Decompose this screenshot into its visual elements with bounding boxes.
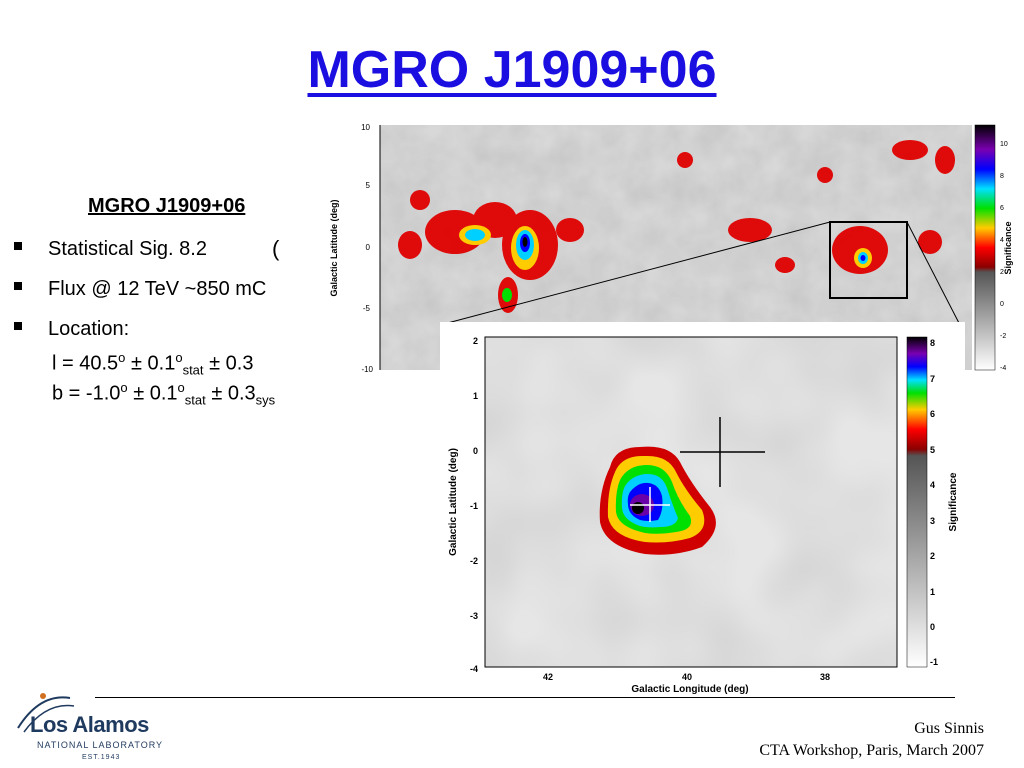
inset-cb-tick: 0 — [930, 622, 935, 632]
footer-divider — [95, 697, 955, 698]
source-blob — [599, 446, 716, 555]
top-ylabel: Galactic Latitude (deg) — [329, 199, 339, 296]
inset-cb-tick: -1 — [930, 657, 938, 667]
inset-cb-tick: 4 — [930, 480, 935, 490]
stat-sub: stat — [182, 362, 204, 378]
stat-value: 0.1 — [149, 382, 178, 405]
slide-title: MGRO J1909+06 — [307, 41, 717, 99]
inset-cb-tick: 3 — [930, 516, 935, 526]
footer-event: CTA Workshop, Paris, March 2007 — [759, 742, 984, 759]
sys-value: 0.3 — [227, 382, 256, 405]
bullet-text: Statistical Sig. 8.2 — [48, 238, 207, 260]
pm-sign: ± — [130, 352, 142, 375]
top-cb-tick: 4 — [1000, 237, 1004, 244]
inset-ytick: -4 — [470, 664, 478, 674]
top-cb-tick: 2 — [1000, 269, 1004, 276]
logo-name: Los Alamos — [30, 712, 149, 737]
top-cb-label: Significance — [1003, 221, 1013, 274]
bullet-text: Flux @ 12 TeV ~850 mC — [48, 278, 267, 300]
logo-est: EST.1943 — [82, 754, 121, 761]
logo-subtitle: NATIONAL LABORATORY — [37, 740, 164, 750]
footer-credit: Gus Sinnis CTA Workshop, Paris, March 20… — [759, 718, 984, 762]
footer-author: Gus Sinnis — [914, 720, 984, 737]
inset-cb-tick: 5 — [930, 445, 935, 455]
inset-ytick: 1 — [473, 391, 478, 401]
position-crosshair-outline — [680, 417, 765, 487]
zoom-box — [829, 221, 908, 299]
inset-ytick: -3 — [470, 611, 478, 621]
location-b: b = -1.0o ± 0.1ostat ± 0.3sys — [52, 380, 275, 408]
bullet-marker — [14, 282, 22, 290]
location-b-value: b = -1.0 — [52, 382, 121, 405]
inset-xtick: 38 — [820, 672, 830, 682]
inset-ytick: -2 — [470, 556, 478, 566]
los-alamos-logo-icon — [17, 693, 75, 733]
deg-sup: o — [177, 380, 185, 395]
inset-cb-tick: 8 — [930, 338, 935, 348]
top-cb-tick: 8 — [1000, 173, 1004, 180]
pm-sign: ± — [211, 382, 223, 405]
zoomed-significance-map: 2 1 0 -1 -2 -3 -4 Galactic Latitude (deg… — [440, 322, 965, 697]
stat-sub: stat — [184, 392, 206, 408]
sys-sub: sys — [255, 392, 276, 408]
top-cb-tick: -2 — [1000, 333, 1006, 340]
inset-xlabel: Galactic Longitude (deg) — [631, 684, 748, 695]
inset-xtick: 42 — [543, 672, 553, 682]
inset-colorbar — [906, 336, 928, 668]
top-colorbar — [974, 124, 996, 371]
top-ytick: 5 — [366, 181, 371, 190]
inset-ytick: -1 — [470, 501, 478, 511]
inset-cb-tick: 6 — [930, 409, 935, 419]
inset-ytick: 0 — [473, 446, 478, 456]
stat-value: 0.1 — [147, 352, 176, 375]
bullet-text: Location: — [48, 318, 130, 340]
inset-xtick: 40 — [682, 672, 692, 682]
top-ytick: 0 — [366, 243, 371, 252]
sigma-glyph: ( — [272, 236, 280, 261]
position-crosshair-fit — [630, 487, 670, 522]
inset-ytick: 2 — [473, 336, 478, 346]
pm-sign: ± — [133, 382, 145, 405]
map-peaks — [459, 225, 872, 302]
deg-sup: o — [175, 350, 183, 365]
inset-cb-tick: 1 — [930, 587, 935, 597]
top-ytick: 10 — [361, 123, 370, 132]
top-cb-tick: 10 — [1000, 141, 1008, 148]
inset-cb-label: Significance — [948, 472, 959, 531]
location-l-value: l = 40.5 — [52, 352, 119, 375]
bullet-marker — [14, 242, 22, 250]
bullet-marker — [14, 322, 22, 330]
top-cb-tick: 0 — [1000, 301, 1004, 308]
inset-cb-tick: 7 — [930, 374, 935, 384]
sys-value: 0.3 — [225, 352, 254, 375]
inset-cb-tick: 2 — [930, 551, 935, 561]
galactic-plane-map: 10 5 0 -5 -10 Galactic Latitude (deg) 10… — [329, 123, 1013, 374]
top-cb-tick: 6 — [1000, 205, 1004, 212]
bullet-heading: MGRO J1909+06 — [88, 195, 246, 217]
top-cb-tick: -4 — [1000, 365, 1006, 372]
deg-sup: o — [118, 350, 126, 365]
inset-ylabel: Galactic Latitude (deg) — [448, 448, 459, 556]
location-l: l = 40.5o ± 0.1ostat ± 0.3 — [52, 350, 253, 378]
deg-sup: o — [120, 380, 128, 395]
pm-sign: ± — [209, 352, 221, 375]
top-ytick: -10 — [361, 365, 373, 374]
top-ytick: -5 — [363, 304, 371, 313]
